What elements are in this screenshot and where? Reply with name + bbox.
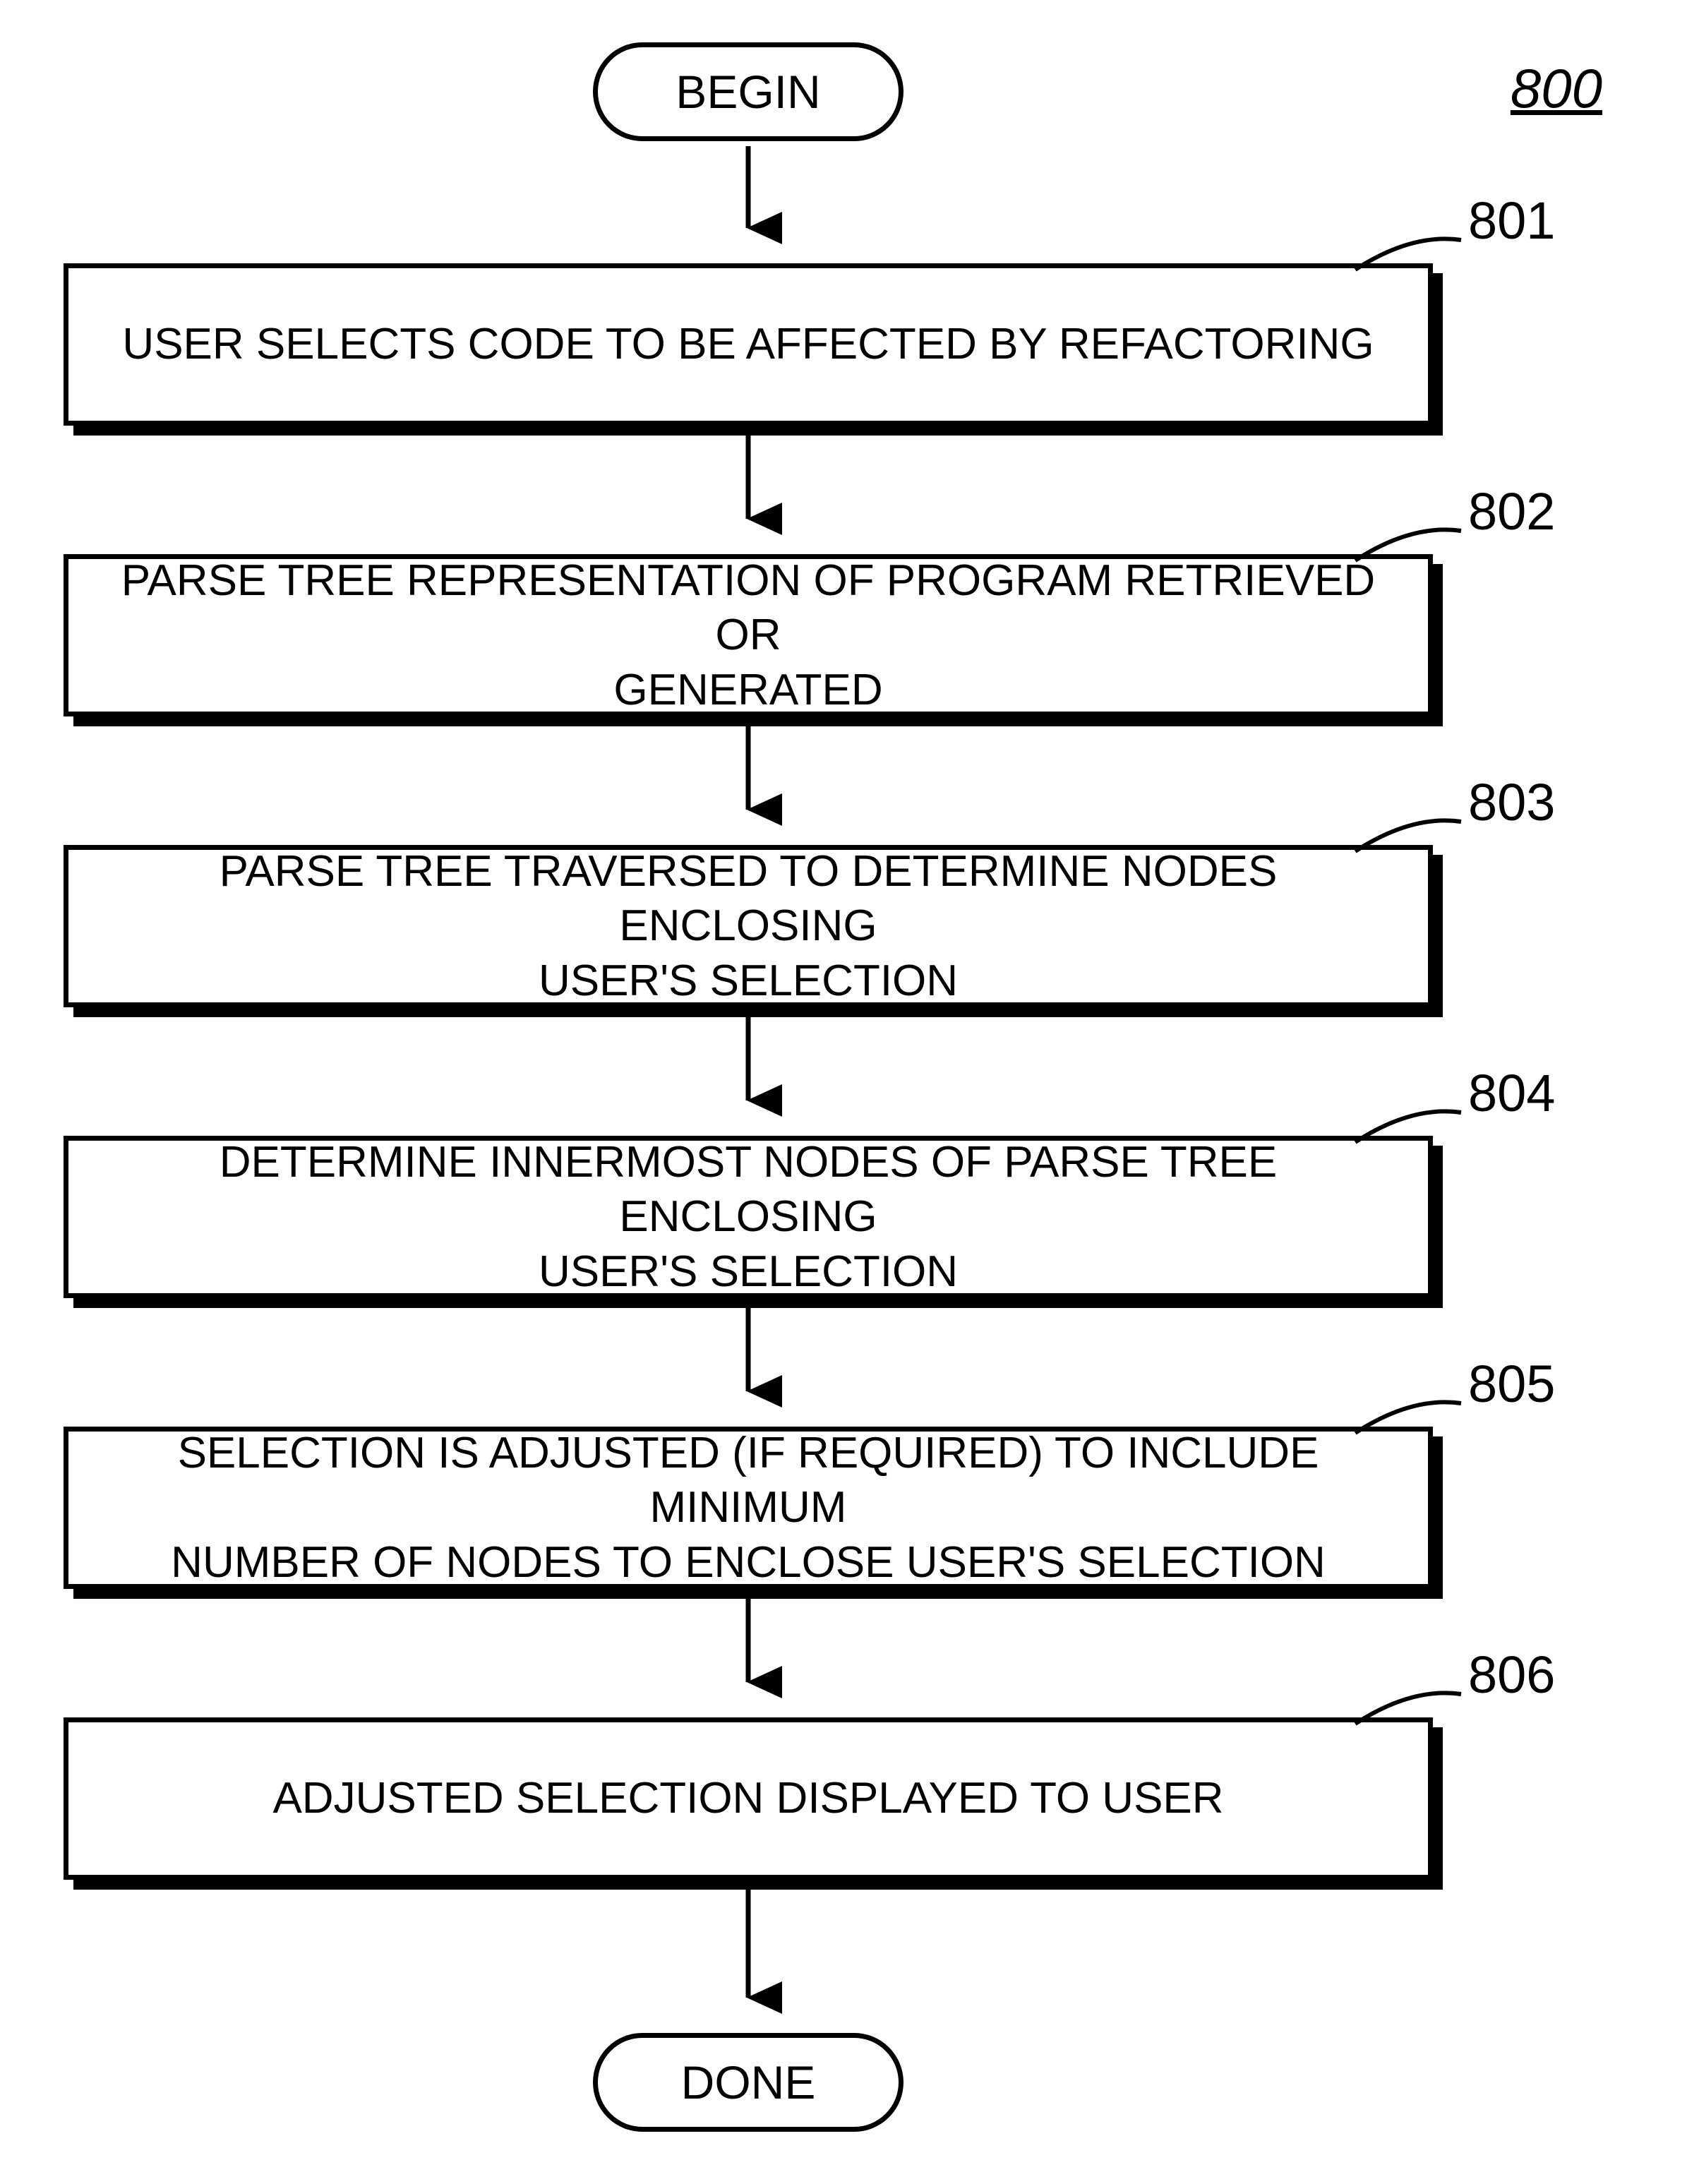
process-802: PARSE TREE REPRESENTATION OF PROGRAM RET… — [64, 554, 1433, 716]
figure-label: 800 — [1511, 56, 1602, 121]
process-806-text: ADJUSTED SELECTION DISPLAYED TO USER — [272, 1771, 1223, 1826]
terminal-begin: BEGIN — [593, 42, 903, 141]
terminal-done-label: DONE — [681, 2056, 816, 2109]
process-804: DETERMINE INNERMOST NODES OF PARSE TREE … — [64, 1136, 1433, 1298]
process-801-text: USER SELECTS CODE TO BE AFFECTED BY REFA… — [122, 317, 1374, 372]
callout-802: 802 — [1468, 481, 1555, 541]
process-805-text: SELECTION IS ADJUSTED (IF REQUIRED) TO I… — [97, 1426, 1400, 1590]
callout-801: 801 — [1468, 191, 1555, 251]
process-805: SELECTION IS ADJUSTED (IF REQUIRED) TO I… — [64, 1427, 1433, 1589]
callout-806: 806 — [1468, 1645, 1555, 1705]
terminal-begin-label: BEGIN — [676, 65, 820, 119]
callout-803: 803 — [1468, 772, 1555, 832]
process-803-text: PARSE TREE TRAVERSED TO DETERMINE NODES … — [97, 844, 1400, 1009]
terminal-done: DONE — [593, 2033, 903, 2132]
process-806: ADJUSTED SELECTION DISPLAYED TO USER — [64, 1717, 1433, 1880]
callout-805: 805 — [1468, 1354, 1555, 1414]
process-802-text: PARSE TREE REPRESENTATION OF PROGRAM RET… — [97, 553, 1400, 718]
process-803: PARSE TREE TRAVERSED TO DETERMINE NODES … — [64, 845, 1433, 1007]
process-804-text: DETERMINE INNERMOST NODES OF PARSE TREE … — [97, 1135, 1400, 1300]
callout-804: 804 — [1468, 1063, 1555, 1123]
process-801: USER SELECTS CODE TO BE AFFECTED BY REFA… — [64, 263, 1433, 426]
